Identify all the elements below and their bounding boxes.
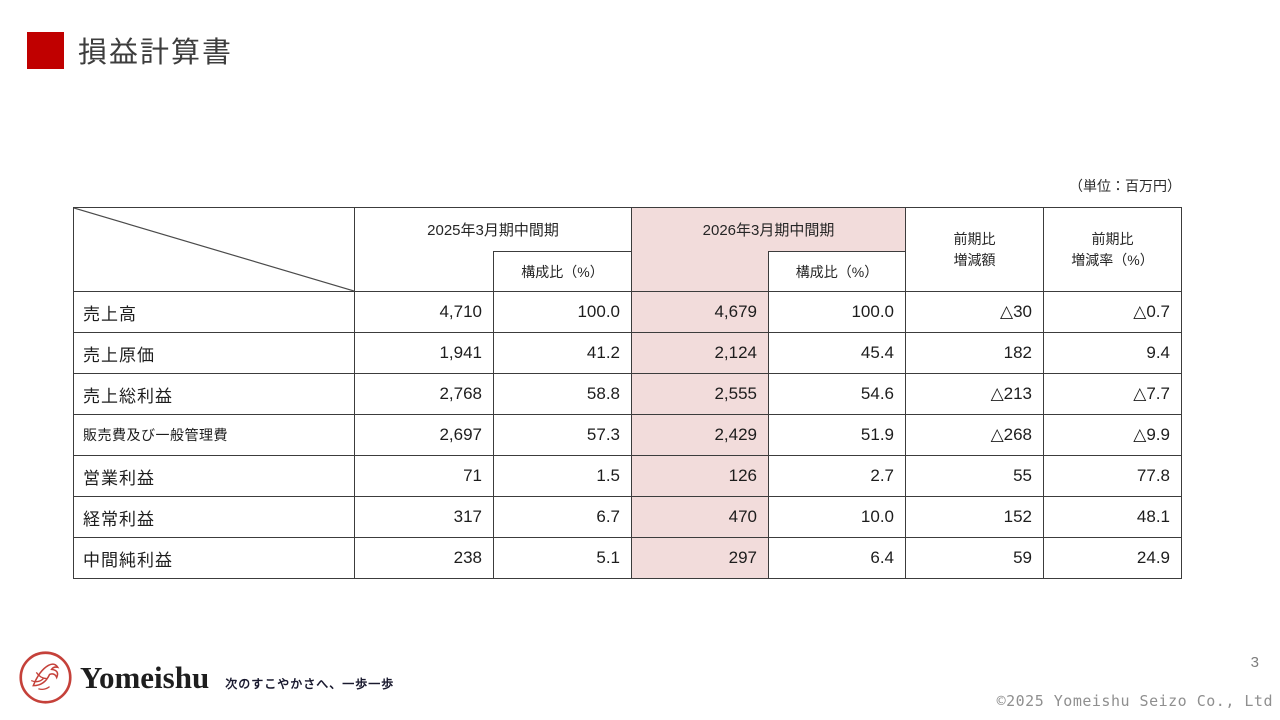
- fy2025-composition: 58.8: [493, 373, 632, 415]
- diff-amount: 55: [905, 455, 1044, 497]
- income-statement-table: 2025年3月期中間期 2026年3月期中間期 前期比 増減額 前期比 増減率（…: [73, 207, 1182, 579]
- fy2025-value: 238: [354, 537, 494, 579]
- table-header-row-1: 2025年3月期中間期 2026年3月期中間期 前期比 増減額 前期比 増減率（…: [73, 207, 1182, 292]
- table-row-gross-profit: 売上総利益 2,768 58.8 2,555 54.6 △213 △7.7: [73, 373, 1182, 415]
- table-row-interim-net-profit: 中間純利益 238 5.1 297 6.4 59 24.9: [73, 537, 1182, 579]
- fy2026-composition: 54.6: [768, 373, 906, 415]
- fy2025-composition: 57.3: [493, 414, 632, 456]
- table-row-net-sales: 売上高 4,710 100.0 4,679 100.0 △30 △0.7: [73, 291, 1182, 333]
- fy2025-composition: 5.1: [493, 537, 632, 579]
- table-header-row-2: 構成比（%） 構成比（%）: [74, 251, 1182, 292]
- fy2025-composition: 41.2: [493, 332, 632, 374]
- fy2026-composition: 100.0: [768, 291, 906, 333]
- fy2026-composition: 51.9: [768, 414, 906, 456]
- diff-amount: 59: [905, 537, 1044, 579]
- row-label: 経常利益: [73, 496, 355, 538]
- col-header-diff-rate: 前期比 増減率（%）: [1043, 207, 1182, 292]
- page-title: 損益計算書: [78, 37, 234, 69]
- fy2025-composition: 6.7: [493, 496, 632, 538]
- company-logo: Yomeishu 次のすこやかさへ、一歩一歩: [18, 650, 394, 705]
- diagonal-line: [74, 208, 354, 291]
- fy2026-composition: 6.4: [768, 537, 906, 579]
- diff-amount: △30: [905, 291, 1044, 333]
- fy2026-value: 4,679: [631, 291, 769, 333]
- diff-rate: 9.4: [1043, 332, 1182, 374]
- fy2025-value: 1,941: [354, 332, 494, 374]
- fy2026-composition: 45.4: [768, 332, 906, 374]
- fy2025-value: 2,697: [354, 414, 494, 456]
- fy2025-value: 317: [354, 496, 494, 538]
- col-header-composition-2025: 構成比（%）: [493, 251, 632, 292]
- fy2025-composition: 1.5: [493, 455, 632, 497]
- table-row-sga-expenses: 販売費及び一般管理費 2,697 57.3 2,429 51.9 △268 △9…: [73, 414, 1182, 456]
- fy2026-value: 2,555: [631, 373, 769, 415]
- table-row-operating-profit: 営業利益 71 1.5 126 2.7 55 77.8: [73, 455, 1182, 497]
- table-row-cost-of-sales: 売上原価 1,941 41.2 2,124 45.4 182 9.4: [73, 332, 1182, 374]
- row-label: 売上原価: [73, 332, 355, 374]
- row-label: 売上高: [73, 291, 355, 333]
- fy2025-value: 2,768: [354, 373, 494, 415]
- col-header-diff-amount: 前期比 増減額: [905, 207, 1044, 292]
- row-label: 販売費及び一般管理費: [73, 414, 355, 456]
- fy2026-composition: 2.7: [768, 455, 906, 497]
- table-corner-diagonal-cell: [73, 207, 355, 292]
- title-accent-square: [27, 31, 64, 69]
- copyright-text: ©2025 Yomeishu Seizo Co., Ltd: [996, 692, 1273, 710]
- page-number: 3: [1250, 654, 1259, 671]
- fy2026-value: 2,124: [631, 332, 769, 374]
- diff-rate: 77.8: [1043, 455, 1182, 497]
- unit-note: （単位：百万円）: [1069, 178, 1181, 194]
- fy2025-value: 4,710: [354, 291, 494, 333]
- col-header-composition-2026: 構成比（%）: [768, 251, 906, 292]
- fy2025-value: 71: [354, 455, 494, 497]
- row-label: 営業利益: [73, 455, 355, 497]
- diff-rate: △7.7: [1043, 373, 1182, 415]
- diff-amount: △268: [905, 414, 1044, 456]
- row-label: 売上総利益: [73, 373, 355, 415]
- diff-amount: △213: [905, 373, 1044, 415]
- crane-emblem-icon: [19, 651, 72, 704]
- row-label: 中間純利益: [73, 537, 355, 579]
- diff-rate: 24.9: [1043, 537, 1182, 579]
- table-row-ordinary-profit: 経常利益 317 6.7 470 10.0 152 48.1: [73, 496, 1182, 538]
- diff-amount: 152: [905, 496, 1044, 538]
- fy2025-composition: 100.0: [493, 291, 632, 333]
- fy2026-value-subheader-cell: [631, 251, 769, 292]
- diff-amount: 182: [905, 332, 1044, 374]
- fy2025-value-subheader-cell: [354, 251, 494, 292]
- fy2026-value: 470: [631, 496, 769, 538]
- fy2026-value: 297: [631, 537, 769, 579]
- col-header-fy2025: 2025年3月期中間期: [354, 207, 632, 252]
- logo-tagline: 次のすこやかさへ、一歩一歩: [225, 677, 395, 691]
- diff-rate: △0.7: [1043, 291, 1182, 333]
- slide-title-block: 損益計算書: [27, 29, 233, 71]
- diff-rate: △9.9: [1043, 414, 1182, 456]
- diff-rate: 48.1: [1043, 496, 1182, 538]
- col-header-fy2026: 2026年3月期中間期: [631, 207, 906, 252]
- fy2026-value: 126: [631, 455, 769, 497]
- fy2026-value: 2,429: [631, 414, 769, 456]
- fy2026-composition: 10.0: [768, 496, 906, 538]
- logo-wordmark: Yomeishu: [80, 659, 210, 695]
